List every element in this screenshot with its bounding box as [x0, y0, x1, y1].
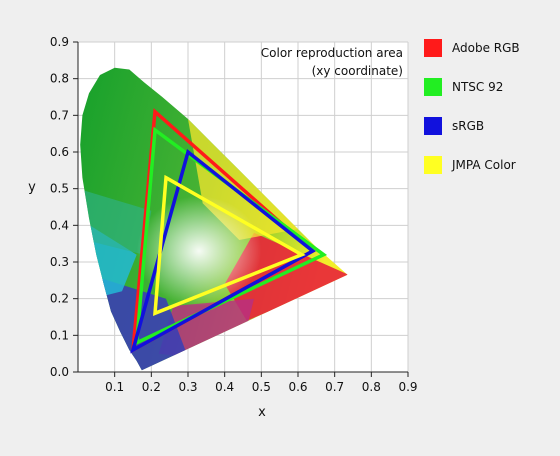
x-tick-label: 0.9	[398, 380, 417, 394]
x-tick-label: 0.8	[362, 380, 381, 394]
y-axis-label: y	[28, 180, 36, 195]
x-tick-label: 0.3	[178, 380, 197, 394]
x-axis-label: x	[258, 405, 266, 420]
legend-swatch-ntsc-92	[424, 78, 442, 96]
locus-teal-region	[80, 188, 152, 255]
y-tick-label: 0.6	[50, 145, 69, 159]
legend-item-ntsc-92: NTSC 92	[424, 77, 520, 97]
annotation-line-1: Color reproduction area	[261, 46, 403, 60]
legend-item-adobe-rgb: Adobe RGB	[424, 38, 520, 58]
legend-label-ntsc-92: NTSC 92	[452, 80, 504, 94]
locus-magenta-region	[158, 298, 254, 358]
legend-item-jmpa-color: JMPA Color	[424, 155, 520, 175]
y-tick-label: 0.2	[50, 292, 69, 306]
y-tick-label: 0.5	[50, 182, 69, 196]
x-tick-label: 0.2	[142, 380, 161, 394]
axis-ticks: 0.1 0.2 0.3 0.4 0.5 0.6 0.7 0.8 0.9 0.0 0.1 0.2 0.3 0…	[50, 35, 418, 394]
y-tick-label: 0.1	[50, 328, 69, 342]
x-tick-label: 0.4	[215, 380, 234, 394]
annotation-line-2: (xy coordinate)	[312, 64, 403, 78]
x-tick-label: 0.1	[105, 380, 124, 394]
legend-label-adobe-rgb: Adobe RGB	[452, 41, 520, 55]
legend-swatch-jmpa-color	[424, 156, 442, 174]
legend-swatch-adobe-rgb	[424, 39, 442, 57]
legend-swatch-srgb	[424, 117, 442, 135]
legend-item-srgb: sRGB	[424, 116, 520, 136]
y-tick-label: 0.3	[50, 255, 69, 269]
legend: Adobe RGB NTSC 92 sRGB JMPA Color	[424, 38, 520, 194]
y-tick-label: 0.8	[50, 72, 69, 86]
locus-blue-region	[96, 276, 188, 371]
x-tick-label: 0.6	[288, 380, 307, 394]
gamut-triangles	[130, 108, 328, 354]
y-tick-label: 0.4	[50, 218, 69, 232]
x-tick-label: 0.5	[252, 380, 271, 394]
x-tick-label: 0.7	[325, 380, 344, 394]
y-tick-label: 0.9	[50, 35, 69, 49]
y-tick-label: 0.0	[50, 365, 69, 379]
legend-label-jmpa-color: JMPA Color	[452, 158, 516, 172]
gamut-triangle-jmpa-color	[153, 174, 306, 316]
y-tick-label: 0.7	[50, 108, 69, 122]
legend-label-srgb: sRGB	[452, 119, 485, 133]
